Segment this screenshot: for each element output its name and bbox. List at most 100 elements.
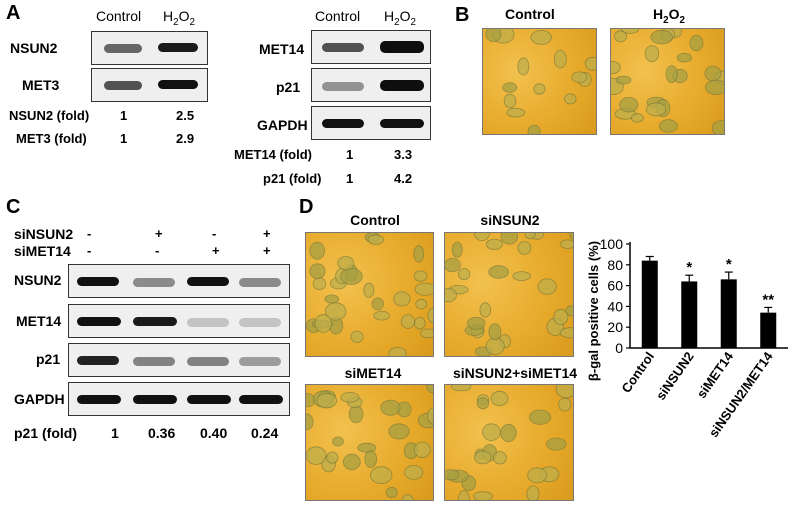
cell-shape (530, 30, 552, 45)
blot-row-label: MET3 (22, 77, 60, 93)
cell-shape (558, 397, 572, 412)
cell-shape (559, 327, 573, 339)
cell-shape (467, 316, 486, 330)
quant-value: 0.36 (148, 425, 176, 441)
cell-shape (485, 29, 502, 42)
quant-value: 1 (346, 171, 354, 186)
cell-shape (502, 82, 518, 93)
y-tick-label: 40 (607, 298, 623, 314)
blot-row-label: GAPDH (14, 391, 65, 407)
blot-row-label: p21 (276, 79, 301, 95)
micrograph-b-h2o2 (610, 28, 725, 135)
y-tick-label: 20 (607, 319, 623, 335)
cell-shape (306, 413, 314, 431)
significance-marker: ** (762, 291, 774, 308)
quant-label: MET14 (fold) (234, 147, 312, 162)
cell-shape (357, 442, 377, 453)
cell-shape (611, 60, 621, 75)
cell-shape (404, 465, 424, 480)
cell-shape (414, 282, 433, 296)
y-tick-label: 100 (600, 236, 624, 252)
western-blot-met14-c (68, 304, 290, 338)
cell-shape (369, 466, 393, 485)
cell-shape (342, 453, 361, 471)
y-tick-label: 80 (607, 257, 623, 273)
cell-shape (506, 107, 526, 118)
cell-shape (488, 265, 509, 279)
x-tick-label: siMET14 (694, 348, 737, 400)
micrograph-d-sinsun2 (444, 232, 574, 357)
condition-sign: - (87, 243, 92, 258)
cell-shape (503, 93, 517, 109)
cell-shape (451, 385, 472, 392)
cell-shape (704, 65, 722, 82)
cell-shape (337, 256, 355, 271)
cell-shape (565, 305, 573, 317)
condition-sign: + (212, 243, 220, 258)
y-tick-label: 60 (607, 278, 623, 294)
col-control-label: Control (96, 8, 142, 24)
cell-shape (711, 120, 724, 134)
cell-shape (614, 30, 627, 43)
cell-shape (385, 487, 398, 499)
cell-shape (517, 57, 530, 76)
cell-shape (689, 34, 704, 52)
cell-shape (650, 29, 673, 45)
cell-shape (445, 288, 457, 303)
cell-shape (373, 310, 390, 321)
y-axis-label: β-gal positive cells (%) (586, 241, 601, 381)
cell-shape (546, 437, 567, 451)
y-tick-label: 0 (615, 340, 623, 356)
western-blot-met14 (311, 30, 431, 64)
panel-label-a: A (6, 2, 21, 24)
cell-shape (493, 451, 507, 465)
cell-shape (314, 314, 333, 333)
cell-shape (476, 397, 490, 410)
cell-shape (312, 277, 327, 290)
cell-shape (500, 423, 517, 443)
micrograph-b-control (482, 28, 597, 135)
cell-shape (367, 234, 384, 245)
significance-marker: * (686, 259, 692, 276)
cell-shape (485, 238, 503, 250)
cell-shape (451, 241, 463, 258)
cell-shape (388, 347, 407, 356)
cell-shape (400, 314, 416, 329)
quant-value: 0.24 (251, 425, 279, 441)
cell-shape (324, 294, 340, 304)
cell-shape (485, 337, 505, 355)
cell-shape (676, 52, 693, 63)
western-blot-met3 (91, 68, 208, 102)
x-tick-label: siNSUN2 (653, 349, 697, 403)
significance-marker: * (726, 256, 732, 273)
cell-shape (458, 268, 471, 281)
cell-shape (350, 330, 364, 343)
cell-shape (529, 409, 552, 425)
cell-shape (482, 423, 501, 442)
cell-shape (473, 233, 490, 241)
bar (681, 281, 698, 348)
cell-shape (560, 239, 573, 249)
bar (760, 312, 777, 348)
micrograph-label: H2O2 (653, 6, 685, 26)
cell-shape (427, 307, 433, 324)
cell-shape (325, 302, 347, 321)
cell-shape (458, 490, 470, 500)
condition-label: siMET14 (14, 243, 71, 259)
cell-shape (620, 29, 639, 34)
western-blot-gapdh-c (68, 382, 290, 416)
quant-value: 2.9 (176, 131, 195, 146)
quant-label: p21 (fold) (263, 171, 322, 186)
cell-shape (645, 102, 667, 117)
cell-shape (388, 423, 410, 440)
blot-row-label: MET14 (16, 313, 62, 329)
cell-shape (445, 258, 461, 273)
micrograph-d-control (305, 232, 434, 357)
cell-shape (500, 233, 519, 245)
cell-shape (364, 450, 377, 468)
condition-label: siNSUN2 (14, 226, 74, 242)
micrograph-label: Control (350, 212, 400, 228)
cell-shape (644, 45, 660, 63)
cell-shape (340, 392, 360, 403)
cell-shape (414, 316, 426, 330)
